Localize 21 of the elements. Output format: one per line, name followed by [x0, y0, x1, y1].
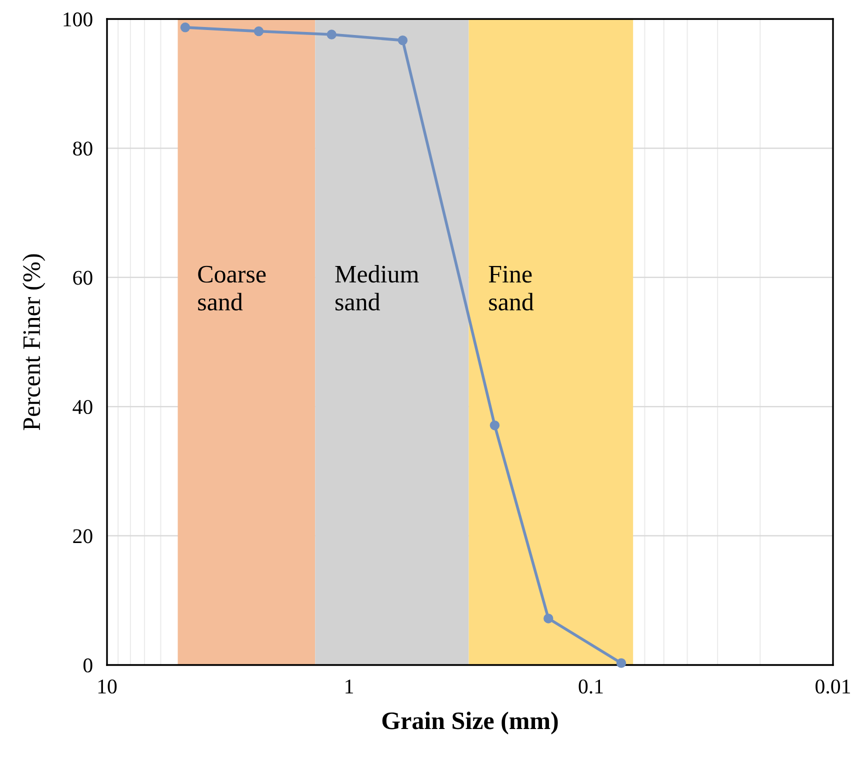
y-tick-label: 40 — [72, 400, 92, 414]
point — [616, 658, 626, 668]
y-tick-label: 60 — [73, 270, 92, 285]
y-tick-label: 20 — [73, 529, 92, 544]
band-label: Coarse sand — [198, 266, 266, 311]
band-label: Fine sand — [488, 266, 534, 311]
x-tick-label: 1 — [346, 680, 353, 694]
x-axis-title: Grain Size (mm) — [382, 712, 558, 734]
point — [398, 35, 408, 46]
point — [544, 614, 554, 624]
x-tick-label: 0.01 — [816, 679, 850, 694]
band-label: Medium sand — [335, 265, 419, 311]
point — [180, 22, 190, 32]
point — [254, 26, 264, 36]
x-tick-label: 0.1 — [578, 679, 603, 694]
x-tick-label: 10 — [98, 679, 117, 694]
point — [326, 30, 336, 40]
y-tick-label: 80 — [73, 142, 92, 156]
y-tick-label: 0 — [83, 658, 92, 672]
y-tick-label: 100 — [64, 12, 92, 26]
y-axis-title: Percent Finer (%) — [22, 254, 46, 430]
